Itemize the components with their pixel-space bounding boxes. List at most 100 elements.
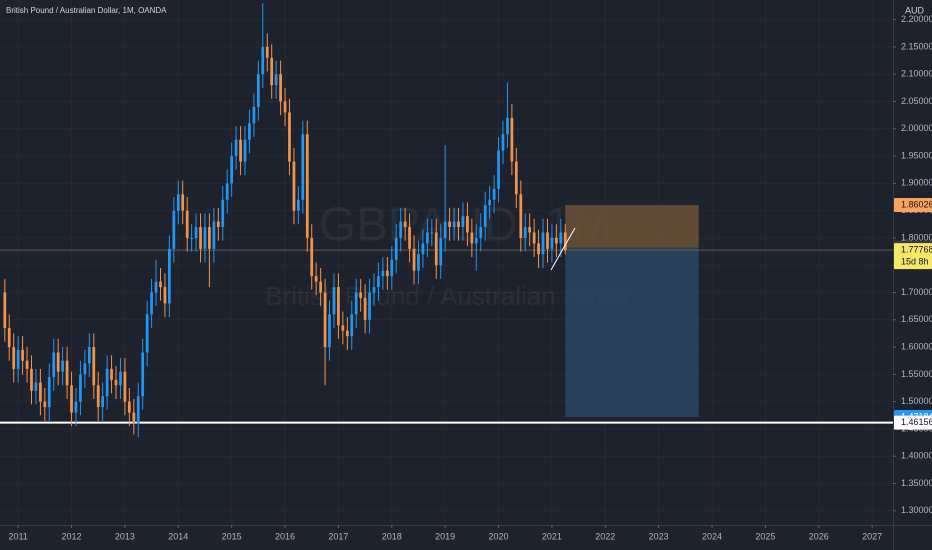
candle-body	[265, 46, 269, 58]
candle-body	[546, 232, 549, 249]
candle-body	[208, 227, 211, 249]
candle-body	[559, 232, 563, 244]
y-tick-label: 1.95000	[901, 150, 932, 160]
candle-body	[408, 227, 411, 249]
candle-body	[426, 232, 429, 244]
candle-body	[79, 374, 82, 402]
y-tick-label: 1.80000	[901, 232, 932, 242]
y-tick-label: 2.20000	[901, 14, 932, 24]
candle-body	[7, 327, 11, 348]
candle-body	[514, 161, 518, 195]
candle-body	[492, 188, 496, 200]
candle-body	[65, 360, 69, 386]
candle-body	[136, 396, 140, 424]
candle-body	[212, 221, 216, 249]
y-tick-label: 1.70000	[901, 287, 932, 297]
candle-body	[466, 216, 469, 233]
x-tick-label: 2013	[115, 531, 135, 541]
x-tick-label: 2022	[595, 531, 615, 541]
candle-body	[114, 379, 118, 386]
candle-body	[457, 221, 460, 228]
candle-body	[163, 287, 167, 304]
candle-body	[56, 352, 60, 372]
candle-body	[216, 221, 220, 228]
candle-body	[385, 270, 389, 277]
candle-body	[167, 248, 171, 304]
candle-body	[550, 237, 554, 249]
x-tick-label: 2024	[702, 531, 722, 541]
candle-body	[270, 57, 274, 86]
candle-body	[461, 216, 465, 228]
watermark-symbol: GBPAUD, 1M	[319, 199, 612, 252]
candle-body	[452, 221, 456, 228]
candle-body	[96, 385, 100, 408]
candle-body	[483, 205, 487, 228]
candle-body	[554, 237, 558, 244]
candle-body	[523, 227, 527, 238]
x-tick-label: 2019	[435, 531, 455, 541]
y-tick-label: 1.90000	[901, 178, 932, 188]
y-tick-label: 1.65000	[901, 314, 932, 324]
candle-body	[501, 134, 505, 151]
candle-body	[105, 368, 109, 397]
candle-body	[434, 232, 438, 266]
countdown-label: 15d 8h	[901, 256, 929, 266]
candle-body	[377, 276, 380, 288]
candle-body	[248, 123, 251, 140]
x-tick-label: 2020	[489, 531, 509, 541]
candle-body	[474, 237, 478, 244]
candle-body	[119, 371, 122, 386]
trend-line	[563, 227, 576, 248]
candle-body	[150, 292, 153, 315]
candle-body	[563, 232, 567, 251]
x-tick-label: 2017	[328, 531, 348, 541]
x-tick-label: 2012	[62, 531, 82, 541]
position-target-zone	[565, 247, 699, 418]
x-tick-label: 2026	[809, 531, 829, 541]
x-tick-label: 2015	[222, 531, 242, 541]
candle-body	[417, 254, 420, 271]
x-tick-label: 2021	[542, 531, 562, 541]
candle-body	[519, 194, 523, 238]
x-tick-label: 2016	[275, 531, 295, 541]
candle-body	[328, 314, 331, 348]
candle-body	[47, 377, 51, 408]
candle-body	[283, 101, 287, 113]
candle-body	[176, 194, 180, 211]
candle-body	[74, 401, 78, 413]
price-label-box	[894, 415, 932, 430]
candle-body	[34, 382, 38, 391]
candle-body	[221, 199, 225, 228]
x-tick-label: 2027	[862, 531, 882, 541]
candle-body	[341, 325, 345, 331]
candle-body	[323, 292, 327, 348]
candle-body	[479, 227, 483, 238]
x-tick-label: 2023	[649, 531, 669, 541]
candle-body	[443, 221, 447, 238]
candle-body	[359, 292, 363, 298]
candle-body	[506, 117, 509, 135]
candle-body	[288, 112, 291, 162]
candle-body	[110, 368, 113, 380]
candle-body	[537, 243, 540, 255]
candle-body	[497, 150, 500, 189]
candle-body	[301, 134, 305, 200]
candle-body	[488, 199, 492, 206]
y-tick-label: 1.50000	[901, 396, 932, 406]
candle-body	[225, 183, 229, 200]
candle-body	[252, 106, 256, 124]
candle-body	[297, 199, 300, 211]
candle-body	[52, 352, 56, 378]
y-tick-label: 1.60000	[901, 341, 932, 351]
candle-body	[194, 227, 198, 238]
candle-body	[12, 347, 16, 369]
candle-body	[470, 232, 474, 244]
candle-body	[394, 237, 398, 260]
candle-body	[305, 134, 309, 238]
candle-body	[541, 232, 545, 255]
price-label: 1.46156	[901, 417, 932, 427]
candle-body	[350, 314, 354, 337]
candle-body	[123, 371, 127, 402]
chart-title: British Pound / Australian Dollar, 1M, O…	[6, 6, 167, 15]
candle-body	[70, 385, 73, 413]
